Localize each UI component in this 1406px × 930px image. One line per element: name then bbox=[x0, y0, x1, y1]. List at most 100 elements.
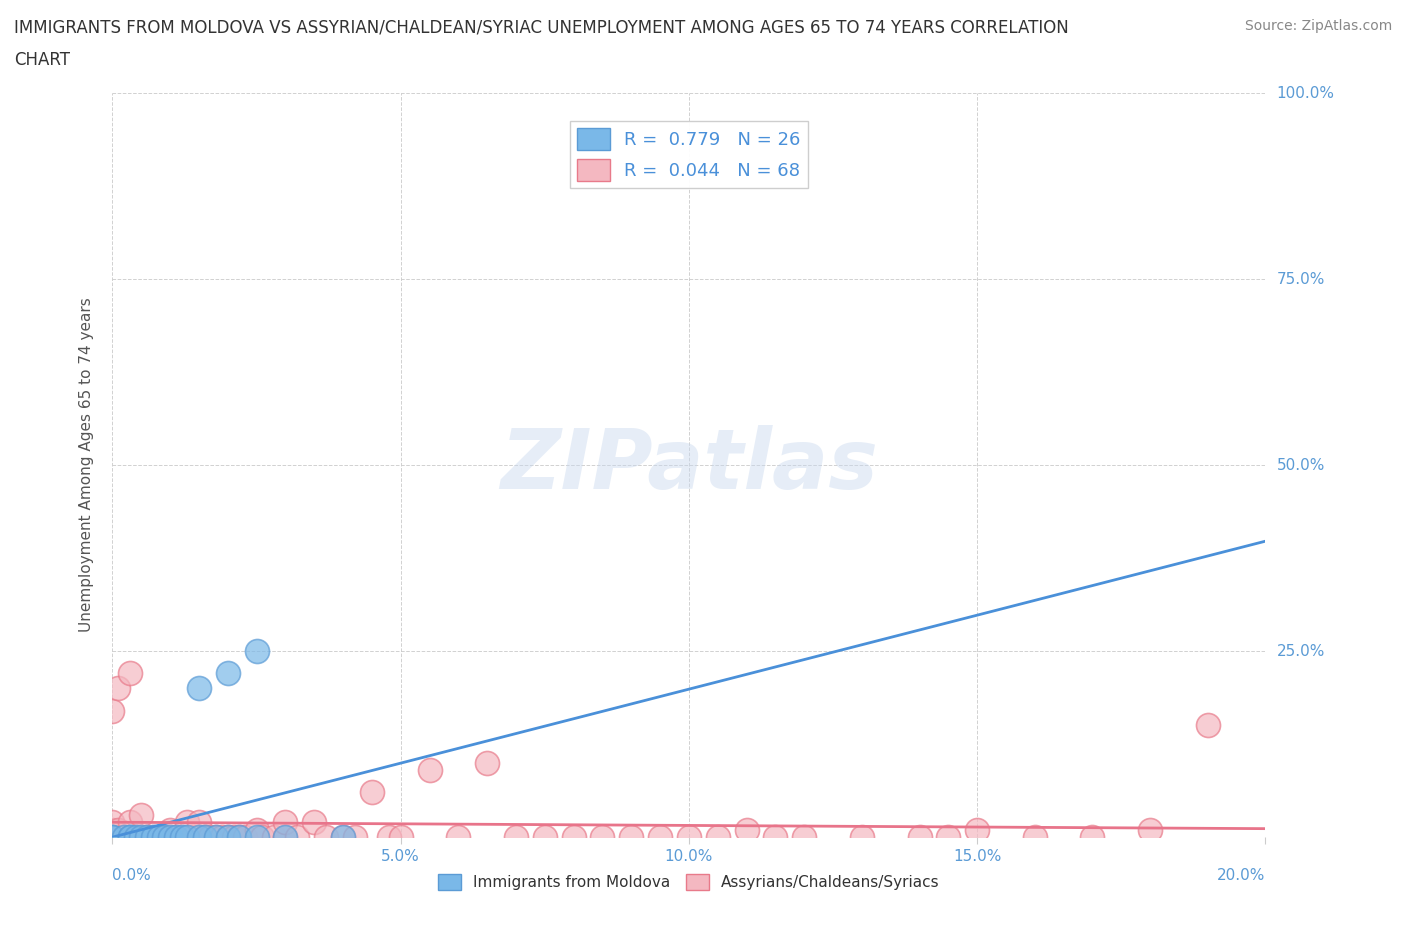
Legend: Immigrants from Moldova, Assyrians/Chaldeans/Syriacs: Immigrants from Moldova, Assyrians/Chald… bbox=[432, 868, 946, 897]
Point bbox=[707, 830, 730, 844]
Point bbox=[118, 815, 141, 830]
Point bbox=[101, 830, 124, 844]
Point bbox=[194, 830, 217, 844]
Point bbox=[142, 830, 165, 844]
Text: 0.0%: 0.0% bbox=[112, 868, 152, 883]
Point bbox=[136, 830, 159, 844]
Point bbox=[101, 822, 124, 837]
Point bbox=[101, 830, 124, 844]
Point bbox=[188, 830, 211, 844]
Point bbox=[124, 830, 146, 844]
Point bbox=[246, 644, 269, 658]
Point bbox=[107, 681, 129, 696]
Point bbox=[228, 830, 250, 844]
Point bbox=[217, 830, 239, 844]
Point bbox=[211, 830, 233, 844]
Point bbox=[217, 666, 239, 681]
Point bbox=[176, 830, 198, 844]
Y-axis label: Unemployment Among Ages 65 to 74 years: Unemployment Among Ages 65 to 74 years bbox=[79, 298, 94, 632]
Text: 100.0%: 100.0% bbox=[1277, 86, 1334, 100]
Point bbox=[112, 830, 135, 844]
Point bbox=[170, 830, 193, 844]
Point bbox=[124, 830, 146, 844]
Point bbox=[194, 830, 217, 844]
Point bbox=[136, 830, 159, 844]
Point bbox=[205, 830, 228, 844]
Point bbox=[332, 830, 354, 844]
Point bbox=[1197, 718, 1219, 733]
Point bbox=[908, 830, 931, 844]
Point bbox=[107, 830, 129, 844]
Point bbox=[966, 822, 988, 837]
Point bbox=[153, 830, 176, 844]
Point bbox=[1081, 830, 1104, 844]
Point bbox=[793, 830, 815, 844]
Point bbox=[505, 830, 527, 844]
Point bbox=[200, 830, 222, 844]
Text: ZIPatlas: ZIPatlas bbox=[501, 424, 877, 506]
Point bbox=[1024, 830, 1046, 844]
Point bbox=[246, 830, 269, 844]
Point bbox=[153, 830, 176, 844]
Point bbox=[188, 681, 211, 696]
Point bbox=[159, 822, 181, 837]
Point bbox=[252, 830, 274, 844]
Text: 75.0%: 75.0% bbox=[1277, 272, 1324, 286]
Point bbox=[343, 830, 366, 844]
Point bbox=[592, 830, 614, 844]
Point bbox=[181, 830, 204, 844]
Point bbox=[274, 815, 297, 830]
Point bbox=[274, 830, 297, 844]
Text: Source: ZipAtlas.com: Source: ZipAtlas.com bbox=[1244, 19, 1392, 33]
Point bbox=[735, 822, 758, 837]
Point bbox=[285, 830, 308, 844]
Point bbox=[205, 830, 228, 844]
Text: CHART: CHART bbox=[14, 51, 70, 69]
Point bbox=[142, 830, 165, 844]
Point bbox=[222, 830, 245, 844]
Point bbox=[360, 785, 382, 800]
Point bbox=[170, 830, 193, 844]
Point bbox=[101, 703, 124, 718]
Point bbox=[263, 830, 285, 844]
Text: 50.0%: 50.0% bbox=[1277, 458, 1324, 472]
Point bbox=[118, 830, 141, 844]
Point bbox=[447, 830, 470, 844]
Point bbox=[274, 830, 297, 844]
Point bbox=[378, 830, 401, 844]
Point bbox=[159, 830, 181, 844]
Point bbox=[165, 830, 187, 844]
Point bbox=[851, 830, 873, 844]
Point bbox=[332, 830, 354, 844]
Point bbox=[112, 830, 135, 844]
Point bbox=[159, 830, 181, 844]
Point bbox=[129, 830, 153, 844]
Point bbox=[148, 830, 170, 844]
Point bbox=[188, 830, 211, 844]
Point bbox=[419, 763, 441, 777]
Point bbox=[176, 815, 198, 830]
Point bbox=[475, 755, 499, 770]
Text: 20.0%: 20.0% bbox=[1218, 868, 1265, 883]
Point bbox=[101, 815, 124, 830]
Point bbox=[534, 830, 557, 844]
Point bbox=[1139, 822, 1161, 837]
Point bbox=[389, 830, 412, 844]
Point bbox=[304, 815, 326, 830]
Point bbox=[188, 815, 211, 830]
Point bbox=[936, 830, 959, 844]
Point bbox=[562, 830, 585, 844]
Point bbox=[765, 830, 787, 844]
Point bbox=[129, 830, 153, 844]
Point bbox=[118, 830, 141, 844]
Point bbox=[620, 830, 643, 844]
Text: IMMIGRANTS FROM MOLDOVA VS ASSYRIAN/CHALDEAN/SYRIAC UNEMPLOYMENT AMONG AGES 65 T: IMMIGRANTS FROM MOLDOVA VS ASSYRIAN/CHAL… bbox=[14, 19, 1069, 36]
Text: 25.0%: 25.0% bbox=[1277, 644, 1324, 658]
Point bbox=[118, 666, 141, 681]
Point bbox=[107, 822, 129, 837]
Point bbox=[233, 830, 256, 844]
Point bbox=[165, 830, 187, 844]
Point bbox=[678, 830, 700, 844]
Point bbox=[228, 830, 250, 844]
Point bbox=[101, 830, 124, 844]
